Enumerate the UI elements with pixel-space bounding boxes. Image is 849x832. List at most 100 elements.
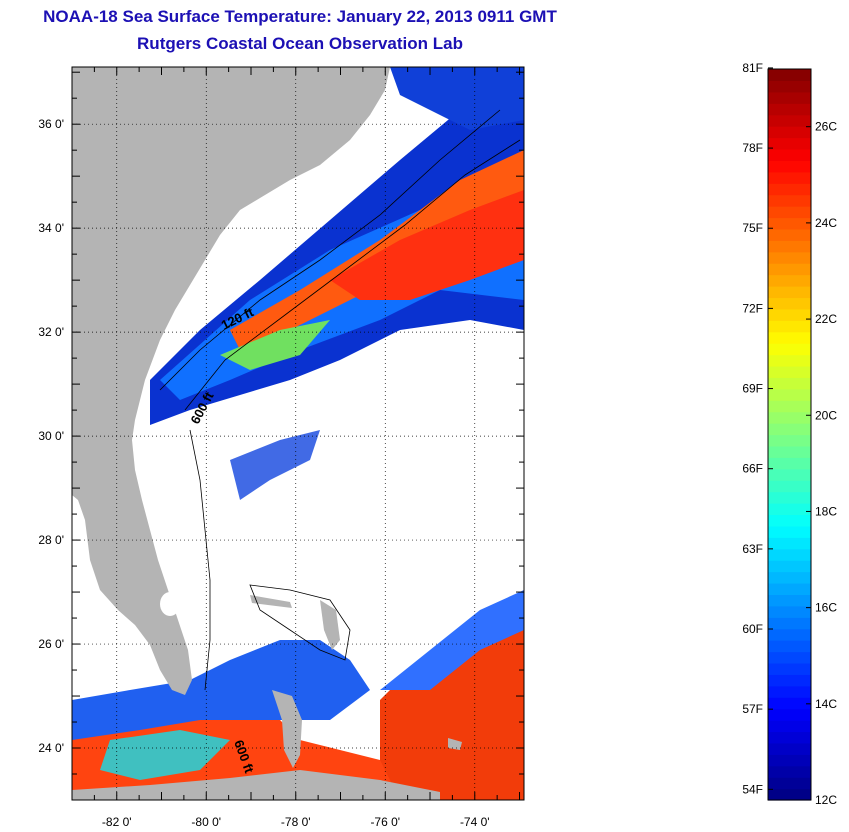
lake-okeechobee [160,592,180,616]
colorbar-stripe [768,742,811,755]
colorbar-stripe [768,251,811,264]
colorbar-stripe [768,126,811,139]
colorbar-stripe [768,160,811,173]
colorbar-stripe [768,171,811,184]
colorbar-c-label: 24C [815,216,837,230]
colorbar-stripe [768,525,811,538]
lon-tick-label: -78 0' [281,815,311,829]
land-us-coast [72,67,390,695]
sst-south-teal [100,730,230,780]
colorbar-stripe [768,731,811,744]
colorbar-stripes [768,69,811,801]
colorbar-stripe [768,240,811,253]
colorbar-stripe [768,628,811,641]
colorbar-stripe [768,206,811,219]
colorbar-stripe [768,137,811,150]
contour-600ft [184,139,521,411]
colorbar-stripe [768,445,811,458]
colorbar-stripe [768,286,811,299]
colorbar-stripe [768,468,811,481]
sst-warm-band-2 [330,190,524,300]
colorbar-stripe [768,423,811,436]
colorbar-stripe [768,194,811,207]
colorbar-c-label: 12C [815,793,837,807]
contour-600ft-fl [189,429,211,691]
map-subtitle: Rutgers Coastal Ocean Observation Lab [137,34,463,53]
colorbar-stripe [768,537,811,550]
colorbar-stripe [768,411,811,424]
lat-tick-label: 36 0' [38,117,64,131]
colorbar-f-label: 81F [742,61,763,75]
colorbar-stripe [768,320,811,333]
colorbar-stripe [768,491,811,504]
colorbar-stripe [768,720,811,733]
land-bahamas [272,690,302,768]
colorbar-c-labels: 26C 24C 22C 20C 18C 16C 14C 12C [806,120,837,807]
axis-ticks [71,67,524,801]
colorbar-stripe [768,697,811,710]
colorbar-stripe [768,571,811,584]
colorbar-stripe [768,400,811,413]
colorbar-stripe [768,114,811,127]
lon-tick-label: -82 0' [102,815,132,829]
grid-lines [72,67,524,800]
lat-tick-label: 32 0' [38,325,64,339]
colorbar-stripe [768,662,811,675]
map-title: NOAA-18 Sea Surface Temperature: January… [43,7,557,26]
lat-tick-label: 30 0' [38,429,64,443]
land-cuba [72,770,440,800]
colorbar-stripe [768,331,811,344]
colorbar-c-label: 16C [815,601,837,615]
colorbar-stripe [768,217,811,230]
lat-labels: 36 0' 34 0' 32 0' 30 0' 28 0' 26 0' 24 0' [38,117,64,755]
colorbar-stripe [768,103,811,116]
colorbar-stripe [768,640,811,653]
colorbar-stripe [768,69,811,82]
colorbar-stripe [768,514,811,527]
colorbar-stripe [768,594,811,607]
sst-north-blue [390,67,524,130]
colorbar-c-label: 18C [815,504,837,518]
colorbar-stripe [768,617,811,630]
colorbar-stripe [768,388,811,401]
lat-tick-label: 26 0' [38,637,64,651]
colorbar-stripe [768,548,811,561]
colorbar-stripe [768,651,811,664]
lon-tick-label: -74 0' [460,815,490,829]
lat-tick-label: 24 0' [38,741,64,755]
colorbar-f-label: 72F [742,301,763,315]
colorbar-f-labels: 81F 78F 75F 72F 69F 66F 63F 60F 57F 54F [742,61,773,796]
colorbar-c-label: 26C [815,120,837,134]
colorbar-stripe [768,91,811,104]
land-abaco [320,600,340,650]
map-frame [71,66,525,801]
colorbar-f-label: 54F [742,782,763,796]
colorbar-stripe [768,228,811,241]
colorbar-stripe [768,354,811,367]
colorbar-f-label: 78F [742,141,763,155]
colorbar-stripe [768,560,811,573]
colorbar-c-label: 14C [815,697,837,711]
colorbar-stripe [768,297,811,310]
colorbar-stripe [768,777,811,790]
colorbar-f-label: 57F [742,702,763,716]
contour-bahamas [249,584,351,661]
colorbar-f-label: 75F [742,221,763,235]
colorbar-c-label: 20C [815,408,837,422]
sst-south-east-edge [380,590,524,690]
lat-tick-label: 34 0' [38,221,64,235]
colorbar-f-label: 66F [742,462,763,476]
colorbar-stripe [768,274,811,287]
colorbar-f-label: 69F [742,382,763,396]
colorbar-stripe [768,754,811,767]
land-small-island [448,738,462,750]
colorbar-stripe [768,457,811,470]
colorbar-stripe [768,343,811,356]
lon-labels: -82 0' -80 0' -78 0' -76 0' -74 0' [102,815,490,829]
colorbar-stripe [768,708,811,721]
colorbar-stripe [768,183,811,196]
colorbar-stripe [768,80,811,93]
colorbar-stripe [768,503,811,516]
land-grand-bahama [250,595,292,608]
colorbar-stripe [768,308,811,321]
